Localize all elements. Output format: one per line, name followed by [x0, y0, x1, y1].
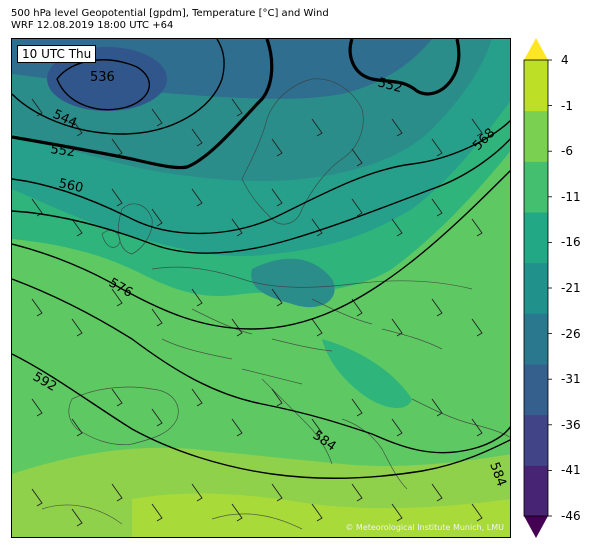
temperature-colorbar: [523, 38, 552, 538]
colorbar-band: [524, 465, 548, 517]
contour-label-560: 560: [57, 176, 84, 196]
chart-title-line1: 500 hPa level Geopotential [gpdm], Tempe…: [11, 8, 329, 19]
contour-560: [12, 119, 510, 235]
colorbar-tick-label: -11: [561, 189, 581, 204]
contour-label-552-north: 552: [376, 75, 404, 96]
temperature-band-minus21-patch: [251, 258, 335, 308]
colorbar-band: [524, 414, 548, 466]
geopotential-contours: [12, 39, 510, 479]
contour-label-536: 536: [90, 70, 115, 85]
copyright-notice: © Meteorological Institute Munich, LMU: [345, 523, 504, 532]
colorbar-tick-label: -26: [561, 326, 581, 341]
colorbar-extend-top-arrow: [524, 38, 548, 60]
colorbar-band: [524, 212, 548, 264]
temperature-band-minus11-patch: [322, 339, 412, 409]
colorbar-tick-label: -16: [561, 235, 581, 250]
contour-576: [12, 170, 510, 330]
temperature-band-minus31: [47, 47, 167, 111]
contour-552-thick: [12, 39, 274, 170]
colorbar-bands: [524, 60, 548, 517]
contour-568: [12, 138, 510, 254]
coastlines-and-borders: [41, 78, 510, 530]
colorbar-tick-label: -41: [561, 463, 581, 478]
colorbar-band: [524, 110, 548, 162]
temperature-band-minus1-inner: [132, 493, 510, 537]
colorbar-extend-bottom-arrow: [524, 516, 548, 538]
weather-map: 536 544 552 552 560 568 576 584 584 592: [12, 39, 510, 537]
colorbar-tick-label: -6: [561, 144, 573, 159]
contour-label-552-west: 552: [49, 142, 76, 160]
colorbar-tick-label: -31: [561, 372, 581, 387]
colorbar-band: [524, 364, 548, 416]
colorbar-tick-label: -1: [561, 98, 573, 113]
colorbar-tick-label: -21: [561, 281, 581, 295]
map-panel: 536 544 552 552 560 568 576 584 584 592 …: [11, 38, 511, 538]
chart-subtitle-model-run: WRF 12.08.2019 18:00 UTC +64: [11, 20, 174, 31]
colorbar-tick-label: 4: [561, 53, 569, 67]
colorbar-band: [524, 262, 548, 314]
colorbar-band: [524, 161, 548, 213]
wind-barb-field: [31, 98, 483, 527]
contour-584: [12, 278, 510, 454]
colorbar-tick-label: -36: [561, 417, 581, 432]
contour-592: [12, 353, 510, 479]
contour-552-north: [348, 39, 461, 96]
colorbar-tick-marks: [548, 59, 552, 517]
colorbar-band: [524, 313, 548, 365]
colorbar-tick-label: -46: [561, 509, 581, 523]
forecast-time-label: 10 UTC Thu: [17, 45, 97, 63]
contour-544: [12, 39, 225, 135]
colorbar-band: [524, 60, 548, 112]
